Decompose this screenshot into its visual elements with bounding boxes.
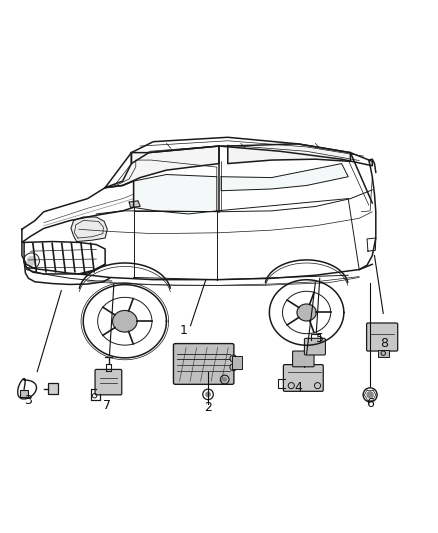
Circle shape [206, 392, 210, 397]
FancyBboxPatch shape [95, 369, 122, 395]
FancyBboxPatch shape [304, 338, 325, 355]
FancyBboxPatch shape [283, 365, 323, 391]
Bar [232, 356, 242, 369]
Polygon shape [129, 201, 140, 207]
Text: 8: 8 [380, 337, 388, 350]
FancyBboxPatch shape [173, 344, 234, 384]
Circle shape [223, 378, 226, 381]
Text: 3: 3 [25, 393, 32, 407]
Text: 1: 1 [180, 324, 188, 336]
Polygon shape [113, 310, 137, 332]
Text: 7: 7 [103, 399, 111, 412]
FancyBboxPatch shape [367, 323, 398, 351]
Circle shape [367, 392, 373, 398]
Bar [20, 391, 28, 397]
Text: 5: 5 [316, 332, 324, 345]
Text: 6: 6 [366, 397, 374, 410]
Polygon shape [71, 217, 107, 241]
FancyBboxPatch shape [293, 351, 314, 367]
Bar [378, 350, 389, 357]
Text: 4: 4 [294, 381, 302, 394]
Bar [48, 383, 58, 394]
Polygon shape [105, 146, 219, 188]
Circle shape [27, 256, 36, 265]
Polygon shape [221, 164, 348, 191]
Polygon shape [228, 144, 350, 164]
Text: 2: 2 [204, 401, 212, 415]
Polygon shape [134, 174, 217, 214]
Polygon shape [297, 304, 316, 321]
